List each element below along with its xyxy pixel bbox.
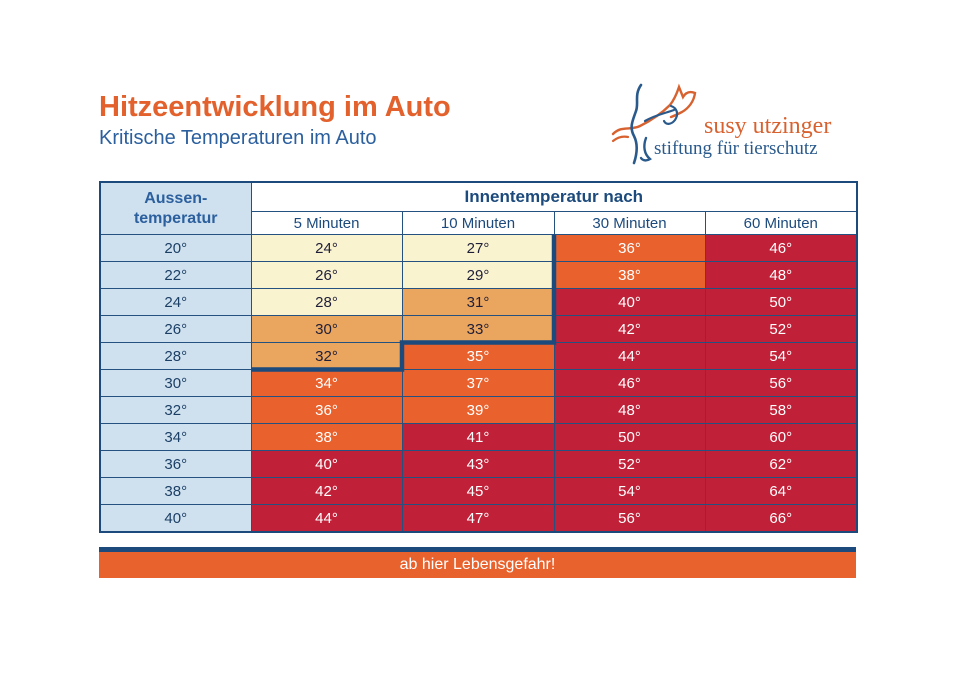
danger-banner: ab hier Lebensgefahr! (99, 547, 856, 578)
row-header-outside-temperature: 32° (99, 396, 252, 424)
temperature-cell: 45° (401, 477, 555, 505)
temperature-cell: 54° (704, 342, 858, 370)
temperature-cell: 48° (704, 261, 858, 289)
group-header-row: Aussen- temperatur Innentemperatur nach (99, 181, 858, 235)
temperature-cell: 62° (704, 450, 858, 478)
temperature-cell: 60° (704, 423, 858, 451)
column-header: 10 Minuten (401, 211, 555, 235)
temperature-cell: 56° (553, 504, 706, 533)
table-row: 26° 30° 33° 42° 52° (99, 315, 858, 343)
header-titles: Hitzeentwicklung im Auto Kritische Tempe… (99, 91, 451, 149)
column-header: 30 Minuten (553, 211, 706, 235)
temperature-cell: 29° (401, 261, 555, 289)
table-row: 34° 38° 41° 50° 60° (99, 423, 858, 451)
row-header-outside-temperature: 20° (99, 234, 252, 262)
column-header: 60 Minuten (704, 211, 858, 235)
temperature-cell: 36° (250, 396, 403, 424)
temperature-cell: 42° (250, 477, 403, 505)
row-header-outside-temperature: 36° (99, 450, 252, 478)
temperature-cell: 33° (401, 315, 555, 343)
row-header-outside-temperature: 30° (99, 369, 252, 397)
temperature-table: Aussen- temperatur Innentemperatur nach … (99, 181, 859, 533)
logo: susy utzinger stiftung für tierschutz (610, 80, 860, 165)
temperature-cell: 36° (553, 234, 706, 262)
page-subtitle: Kritische Temperaturen im Auto (99, 126, 377, 149)
temperature-cell: 64° (704, 477, 858, 505)
temperature-cell: 52° (704, 315, 858, 343)
logo-animals-icon (611, 83, 697, 165)
temperature-cell: 30° (250, 315, 403, 343)
table-row: 38° 42° 45° 54° 64° (99, 477, 858, 505)
temperature-cell: 38° (553, 261, 706, 289)
temperature-cell: 47° (401, 504, 555, 533)
temperature-cell: 32° (250, 342, 403, 370)
column-header-row: 5 Minuten 10 Minuten 30 Minuten 60 Minuten (100, 211, 858, 235)
temperature-cell: 44° (250, 504, 403, 533)
table-row: 36° 40° 43° 52° 62° (99, 450, 858, 478)
row-header-outside-temperature: 28° (99, 342, 252, 370)
temperature-cell: 48° (553, 396, 706, 424)
temperature-cell: 46° (704, 234, 858, 262)
row-header-outside-temperature: 26° (99, 315, 252, 343)
row-header-outside-temperature: 38° (99, 477, 252, 505)
temperature-cell: 28° (250, 288, 403, 316)
page-title: Hitzeentwicklung im Auto (99, 91, 451, 123)
temperature-cell: 58° (704, 396, 858, 424)
temperature-cell: 38° (250, 423, 403, 451)
table-row: 28° 32° 35° 44° 54° (99, 342, 858, 370)
temperature-cell: 26° (250, 261, 403, 289)
table-row: 22° 26° 29° 38° 48° (99, 261, 858, 289)
row-header-outside-temperature: 40° (99, 504, 252, 533)
temperature-cell: 27° (401, 234, 555, 262)
temperature-cell: 66° (704, 504, 858, 533)
column-header: 5 Minuten (250, 211, 403, 235)
table-row: 30° 34° 37° 46° 56° (99, 369, 858, 397)
temperature-cell: 50° (553, 423, 706, 451)
temperature-grid: Aussen- temperatur Innentemperatur nach … (99, 181, 859, 533)
row-axis-header-line2: temperatur (133, 209, 218, 227)
danger-banner-label: ab hier Lebensgefahr! (399, 556, 556, 573)
temperature-cell: 41° (401, 423, 555, 451)
logo-brand-tagline: stiftung für tierschutz (654, 138, 818, 159)
temperature-cell: 43° (401, 450, 555, 478)
table-row: 20° 24° 27° 36° 46° (99, 234, 858, 262)
temperature-cell: 44° (553, 342, 706, 370)
temperature-cell: 40° (250, 450, 403, 478)
temperature-cell: 50° (704, 288, 858, 316)
temperature-cell: 54° (553, 477, 706, 505)
temperature-cell: 24° (250, 234, 403, 262)
temperature-cell: 37° (401, 369, 555, 397)
temperature-cell: 56° (704, 369, 858, 397)
temperature-cell: 52° (553, 450, 706, 478)
temperature-cell: 46° (553, 369, 706, 397)
table-row: 32° 36° 39° 48° 58° (99, 396, 858, 424)
table-row: 40° 44° 47° 56° 66° (99, 504, 858, 533)
temperature-cell: 35° (401, 342, 555, 370)
row-header-outside-temperature: 22° (99, 261, 252, 289)
logo-brand-name: susy utzinger (704, 113, 832, 139)
column-group-header: Innentemperatur nach (250, 181, 858, 212)
temperature-cell: 31° (401, 288, 555, 316)
temperature-cell: 39° (401, 396, 555, 424)
temperature-cell: 40° (553, 288, 706, 316)
table-row: 24° 28° 31° 40° 50° (99, 288, 858, 316)
row-header-outside-temperature: 34° (99, 423, 252, 451)
temperature-cell: 34° (250, 369, 403, 397)
row-axis-header-line1: Aussen- (144, 190, 208, 208)
temperature-cell: 42° (553, 315, 706, 343)
row-axis-header: Aussen- temperatur (99, 181, 252, 235)
row-header-outside-temperature: 24° (99, 288, 252, 316)
